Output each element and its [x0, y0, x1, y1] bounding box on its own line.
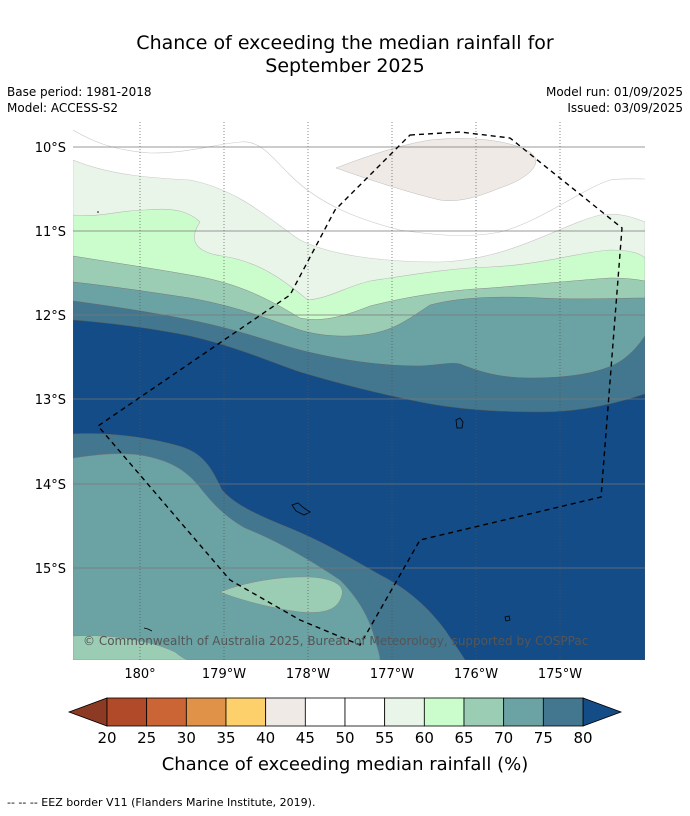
south-patch-65-70 — [219, 576, 343, 613]
lat-label: 13°S — [35, 393, 66, 408]
colorbar-tick-label: 60 — [415, 729, 434, 747]
colorbar-cell — [146, 697, 187, 727]
south-corner-65-70 — [73, 635, 191, 660]
colorbar-cell — [423, 697, 465, 727]
map-title: Chance of exceeding the median rainfall … — [0, 32, 690, 78]
meta-left: Base period: 1981-2018 Model: ACCESS-S2 — [7, 84, 152, 116]
colorbar-tick-label: 55 — [375, 729, 394, 747]
lon-label: 180° — [124, 667, 155, 682]
colorbar-cell — [344, 697, 386, 727]
colorbar-cell — [463, 697, 505, 727]
colorbar-tick-label: 75 — [534, 729, 553, 747]
colorbar-tick-label: 50 — [335, 729, 354, 747]
model-name: Model: ACCESS-S2 — [7, 101, 119, 115]
rainfall-map: © Commonwealth of Australia 2025, Bureau… — [73, 122, 645, 660]
lon-label: 178°W — [286, 667, 330, 682]
title-line-1: Chance of exceeding the median rainfall … — [136, 32, 554, 54]
colorbar-label: Chance of exceeding median rainfall (%) — [162, 754, 529, 775]
colorbar-cell — [265, 697, 306, 727]
parallel-lines — [73, 146, 645, 569]
colorbar-tick-label: 40 — [256, 729, 275, 747]
longitude-labels: 180° 179°W 178°W 177°W 176°W 175°W — [124, 667, 582, 682]
copyright-text: © Commonwealth of Australia 2025, Bureau… — [83, 634, 588, 648]
island-4 — [143, 627, 153, 632]
lat-label: 11°S — [35, 225, 66, 240]
colorbar-cell — [225, 697, 267, 727]
issued-date: Issued: 03/09/2025 — [567, 101, 683, 115]
colorbar-tick-label: 30 — [177, 729, 196, 747]
latitude-labels: 10°S 11°S 12°S 13°S 14°S 15°S — [35, 141, 66, 577]
band-45-50 — [335, 138, 536, 201]
title-line-2: September 2025 — [265, 55, 425, 77]
eez-footnote: -- -- -- EEZ border V11 (Flanders Marine… — [7, 796, 316, 809]
colorbar-cell — [304, 697, 346, 727]
colorbar-tick-label: 20 — [97, 729, 116, 747]
colorbar-tick-label: 65 — [454, 729, 473, 747]
lat-label: 12°S — [35, 309, 66, 324]
lat-label: 15°S — [35, 562, 66, 577]
island-2 — [291, 502, 311, 516]
colorbar-tick-label: 70 — [494, 729, 513, 747]
colorbar-tick-label: 45 — [296, 729, 315, 747]
colorbar-tick-label: 80 — [573, 729, 592, 747]
colorbar-cell — [542, 697, 584, 727]
lon-label: 177°W — [370, 667, 414, 682]
island-3 — [504, 615, 511, 622]
colorbar-tick-label: 35 — [216, 729, 235, 747]
model-run: Model run: 01/09/2025 — [545, 85, 683, 99]
colorbar-over-arrow — [582, 697, 623, 727]
meta-right: Model run: 01/09/2025 Issued: 03/09/2025 — [546, 84, 683, 116]
lat-label: 14°S — [35, 478, 66, 493]
island-1 — [455, 417, 464, 429]
colorbar: 20 25 30 35 40 45 50 55 60 65 70 75 80 Chance of exc… — [67, 697, 623, 775]
eez-border — [96, 131, 623, 646]
colorbar-cell — [106, 697, 148, 727]
lon-label: 179°W — [202, 667, 246, 682]
lon-label: 176°W — [454, 667, 498, 682]
colorbar-cell — [384, 697, 425, 727]
lat-label: 10°S — [35, 141, 66, 156]
lon-label: 175°W — [538, 667, 582, 682]
colorbar-cell — [503, 697, 544, 727]
colorbar-cell — [185, 697, 227, 727]
base-period: Base period: 1981-2018 — [7, 85, 152, 99]
colorbar-tick-label: 25 — [137, 729, 156, 747]
colorbar-under-arrow — [67, 697, 108, 727]
